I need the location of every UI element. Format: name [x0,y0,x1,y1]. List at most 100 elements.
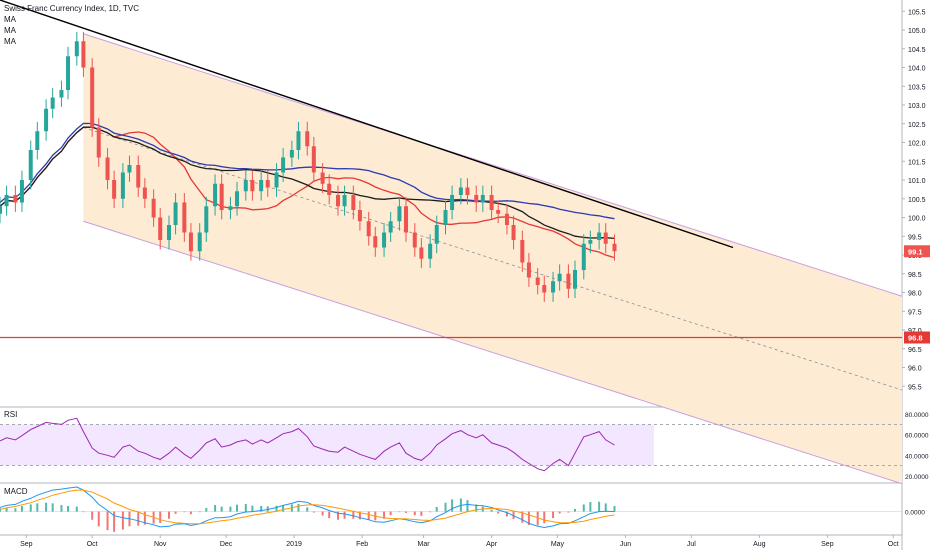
rsi-band [0,424,654,466]
macd-histogram-bar [413,511,416,516]
candle-body [219,183,224,210]
candle-body [59,90,64,98]
candle-body [597,232,602,240]
candle-body [120,172,125,199]
macd-histogram-bar [0,508,1,512]
candle-body [274,172,279,188]
last-price-label: 99.1 [908,247,923,256]
price-tick-label: 97.5 [908,309,922,316]
macd-histogram-bar [45,502,48,512]
candle-body [296,131,301,150]
macd-histogram-bar [552,511,555,519]
candle-body [434,225,439,244]
time-tick-label: Sep [821,541,834,548]
macd-histogram-bar [244,504,247,512]
candle-body [382,232,387,248]
price-tick-label: 96.5 [908,347,922,354]
time-tick-label: Jul [687,541,696,548]
candle-body [489,195,494,210]
candle-body [243,180,248,192]
price-tick-label: 101.5 [908,159,926,166]
macd-histogram-bar [14,508,17,512]
macd-histogram [0,498,616,532]
macd-histogram-bar [229,506,232,512]
candle-body [535,277,540,285]
candle-body [90,67,95,128]
macd-histogram-bar [220,506,223,512]
candle-body [373,236,378,248]
ma-legend-2[interactable]: MA [4,26,16,35]
price-tick-label: 102.0 [908,141,926,148]
macd-histogram-bar [475,504,478,512]
macd-histogram-bar [505,511,508,517]
macd-histogram-bar [435,506,438,512]
candle-body [96,127,101,158]
macd-histogram-bar [205,507,208,512]
candle-body [320,172,325,184]
rsi-pane-label[interactable]: RSI [4,410,18,419]
macd-histogram-bar [51,503,54,512]
macd-histogram-bar [328,511,331,519]
candle-body [504,213,509,225]
candle-body [188,232,193,252]
price-tick-label: 101.0 [908,178,926,185]
candle-body [581,243,586,270]
candle-body [19,180,24,203]
macd-histogram-bar [236,504,239,512]
trend-line [0,0,734,249]
candle-body [250,180,255,192]
time-tick-label: 2019 [286,541,302,548]
candle-body [366,221,371,237]
time-tick-label: Sep [20,541,33,548]
macd-histogram-bar [189,511,192,515]
time-tick-label: Dec [220,541,233,548]
macd-histogram-bar [60,505,63,512]
macd-histogram-bar [567,511,570,513]
candle-body [151,198,156,218]
macd-pane-label[interactable]: MACD [4,487,28,496]
candle-body [50,97,55,109]
macd-histogram-bar [5,507,8,512]
channel-median-line [83,127,903,391]
candle-body [412,232,417,248]
price-tick-label: 100.5 [908,197,926,204]
time-tick-label: Jun [620,541,631,548]
candle-body [166,225,171,240]
ma-legend-3[interactable]: MA [4,37,16,46]
channel-upper-line [83,33,903,297]
macd-histogram-bar [352,511,355,519]
time-tick-label: Apr [486,541,498,548]
macd-histogram-bar [398,511,401,513]
candle-body [28,150,33,180]
time-tick-label: Nov [154,541,167,548]
candle-body [182,202,187,233]
price-tick-label: 103.5 [908,84,926,91]
macd-tick-label: 0.0000 [905,510,925,517]
macd-histogram-bar [321,511,324,516]
level-price-badge [904,331,930,344]
candle-body [74,41,79,57]
macd-histogram-bar [167,511,170,519]
macd-histogram-bar [20,506,23,512]
price-tick-label: 105.5 [908,9,926,16]
candle-body [105,157,110,180]
macd-histogram-bar [497,511,500,514]
price-tick-label: 95.5 [908,384,922,391]
macd-histogram-bar [444,502,447,512]
candle-body [351,195,356,210]
candle-body [204,206,209,233]
price-tick-label: 100.0 [908,216,926,223]
channel-fill [83,33,902,484]
candle-body [496,210,501,214]
candle-body [197,232,202,252]
candle-body [0,206,2,214]
macd-histogram-bar [604,503,607,512]
candle-body [397,206,402,222]
macd-histogram-bar [336,511,339,520]
candle-body [404,206,409,233]
candle-body [259,180,264,192]
macd-histogram-bar [29,504,32,512]
ma-legend-1[interactable]: MA [4,15,16,24]
macd-histogram-bar [91,511,94,520]
